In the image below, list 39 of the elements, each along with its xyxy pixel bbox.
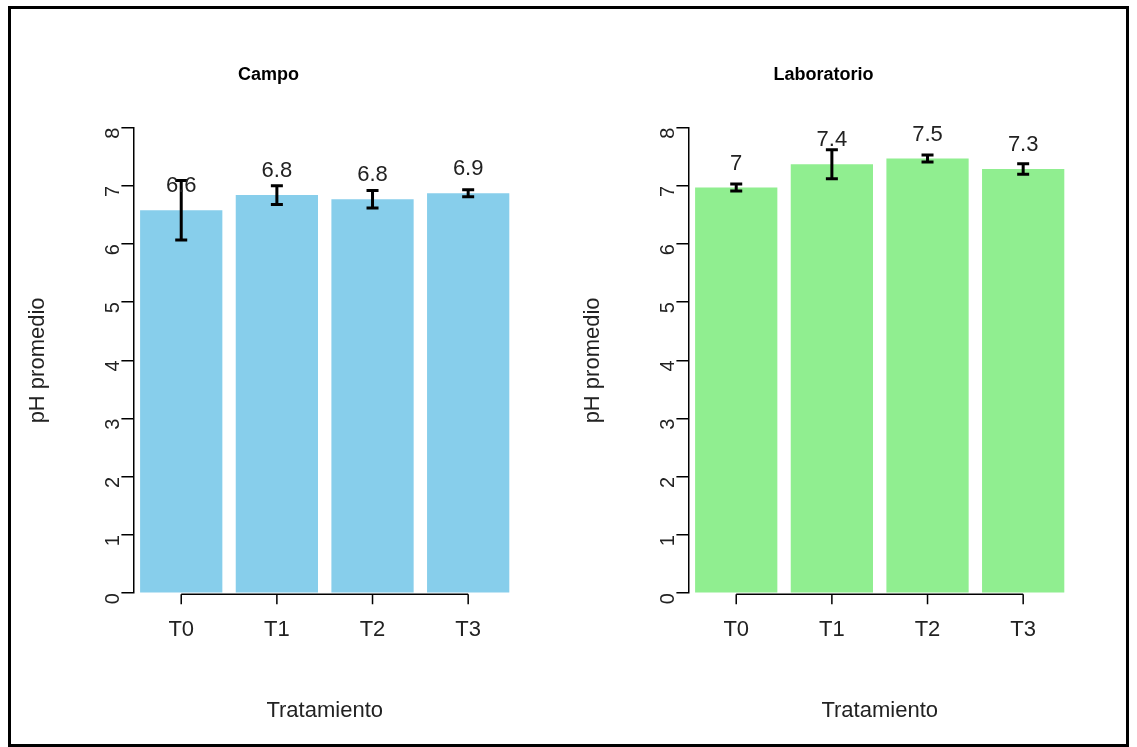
chart-title: Campo	[237, 63, 300, 84]
y-tick-label: 7	[655, 185, 678, 197]
data-label: 7	[730, 149, 743, 175]
y-tick-label: 1	[655, 535, 678, 547]
y-tick-label: 6	[100, 244, 123, 256]
x-axis-title: Tratamiento	[821, 696, 938, 722]
y-tick-label: 8	[100, 127, 123, 139]
y-tick-label: 4	[100, 360, 123, 372]
x-axis-title: Tratamiento	[266, 696, 383, 722]
y-tick-label: 2	[655, 476, 678, 488]
x-tick-label: T1	[819, 616, 845, 642]
y-tick-label: 7	[100, 185, 123, 197]
y-tick-label: 8	[655, 127, 678, 139]
x-tick-label: T3	[455, 616, 482, 642]
data-label: 7.5	[912, 120, 943, 146]
x-tick-label: T2	[359, 616, 386, 642]
y-tick-label: 3	[655, 418, 678, 430]
y-tick-label: 0	[100, 593, 123, 605]
x-tick-label: T1	[264, 616, 290, 642]
y-tick-label: 3	[100, 418, 123, 430]
data-label: 7.4	[816, 126, 848, 152]
data-label: 7.3	[1007, 130, 1039, 156]
y-axis-title: pH promedio	[579, 297, 605, 424]
x-tick-label: T0	[168, 616, 195, 642]
data-label: 6.9	[452, 155, 484, 181]
data-label: 6.8	[261, 157, 293, 183]
y-tick-label: 0	[655, 593, 678, 605]
y-tick-label: 4	[655, 360, 678, 372]
x-tick-label: T3	[1010, 616, 1037, 642]
y-tick-label: 1	[100, 535, 123, 547]
y-axis-title: pH promedio	[24, 297, 50, 424]
y-tick-label: 5	[100, 302, 123, 314]
chart-title: Laboratorio	[773, 63, 874, 84]
data-label: 6.8	[357, 161, 388, 187]
y-tick-label: 2	[100, 476, 123, 488]
y-tick-label: 6	[655, 244, 678, 256]
x-tick-label: T0	[723, 616, 750, 642]
x-tick-label: T2	[914, 616, 941, 642]
y-tick-label: 5	[655, 302, 678, 314]
